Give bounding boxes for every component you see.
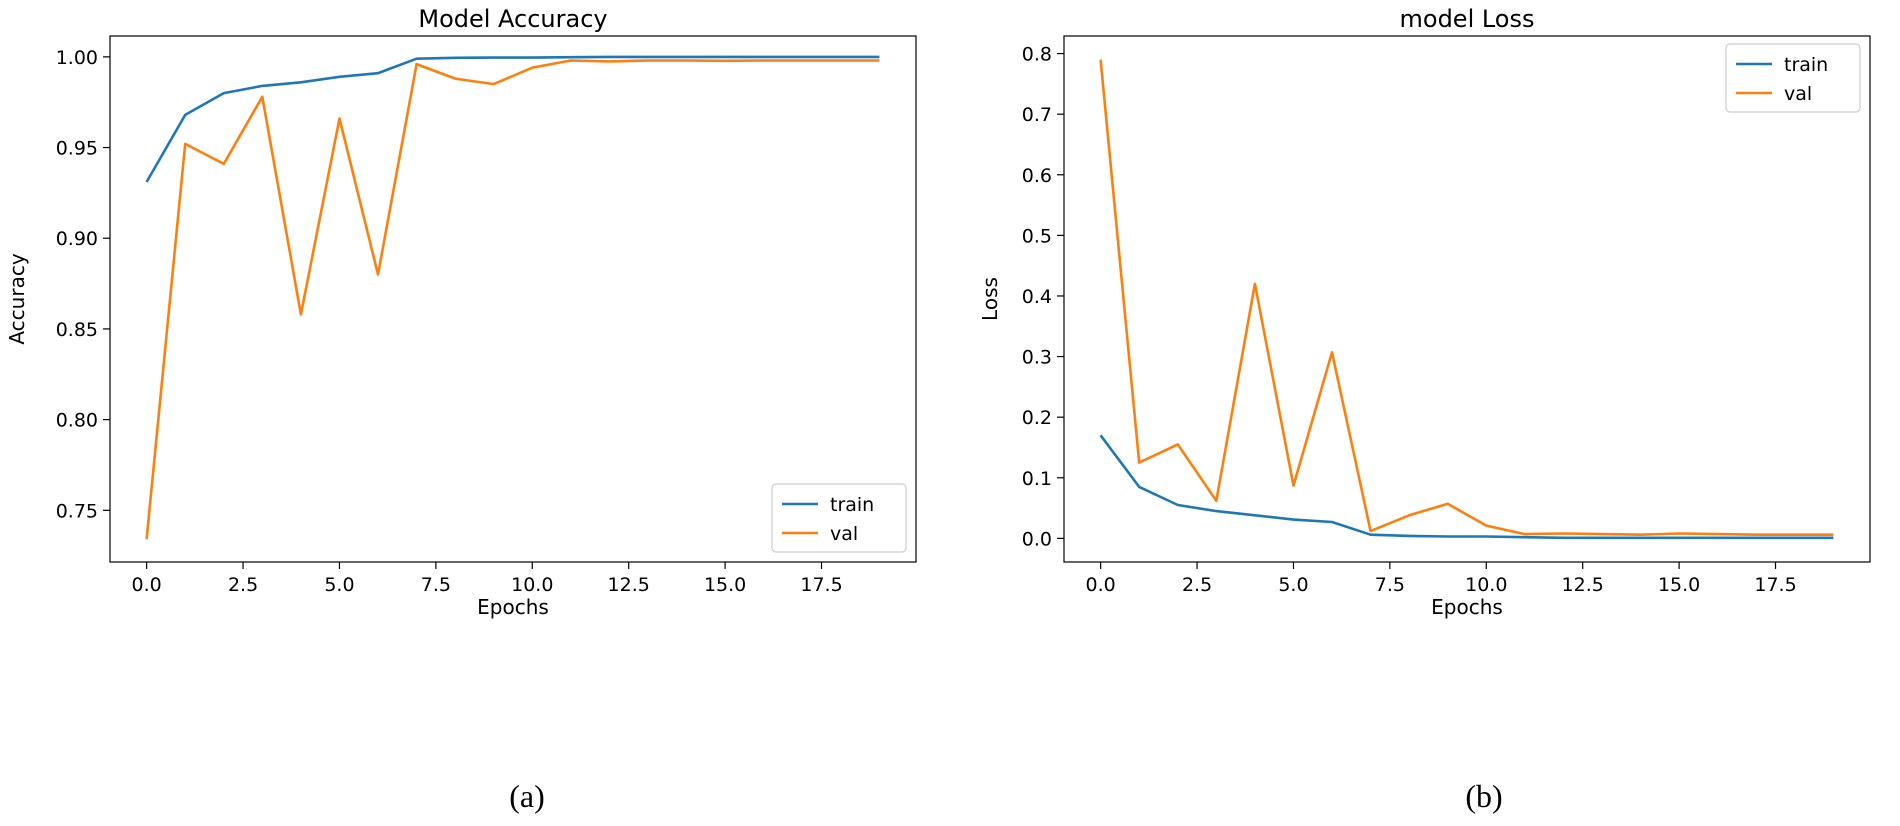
accuracy-x-tick-label: 5.0: [324, 574, 354, 596]
loss-x-tick-label: 7.5: [1375, 574, 1405, 596]
accuracy-legend: train val: [771, 483, 907, 553]
accuracy-y-tick-label: 0.95: [56, 138, 98, 160]
loss-legend: train val: [1725, 43, 1861, 113]
accuracy-x-tick-label: 7.5: [421, 574, 451, 596]
accuracy-y-tick-label: 0.90: [56, 228, 98, 250]
loss-legend-label-train: train: [1784, 54, 1828, 76]
loss-y-tick-label: 0.8: [1022, 44, 1052, 66]
loss-x-tick-label: 17.5: [1754, 574, 1796, 596]
loss-chart-title: model Loss: [1400, 5, 1535, 33]
accuracy-panel-label: (a): [509, 778, 545, 814]
loss-series-train-line: [1099, 434, 1834, 540]
accuracy-y-tick-label: 0.85: [56, 319, 98, 341]
loss-legend-box: [1725, 43, 1861, 113]
accuracy-series-lines: [145, 55, 880, 540]
accuracy-x-axis: 0.0 2.5 5.0 7.5 10.0 12.5 15.0 17.5: [132, 562, 843, 596]
loss-x-tick-label: 5.0: [1278, 574, 1308, 596]
accuracy-x-tick-label: 0.0: [132, 574, 162, 596]
loss-x-tick-label: 2.5: [1182, 574, 1212, 596]
accuracy-plot-area: [109, 35, 917, 563]
accuracy-x-tick-label: 15.0: [704, 574, 746, 596]
accuracy-legend-label-train: train: [830, 494, 874, 516]
loss-y-tick-label: 0.1: [1022, 468, 1052, 490]
loss-y-axis: 0.0 0.1 0.2 0.3 0.4 0.5 0.6 0.7 0.8: [1022, 44, 1064, 550]
accuracy-legend-box: [771, 483, 907, 553]
loss-x-tick-label: 0.0: [1086, 574, 1116, 596]
accuracy-x-tick-label: 2.5: [228, 574, 258, 596]
accuracy-legend-label-val: val: [830, 523, 858, 545]
accuracy-series-val-line: [145, 59, 880, 540]
accuracy-y-axis-label: Accuracy: [5, 253, 29, 344]
loss-panel-label: (b): [1465, 778, 1502, 814]
accuracy-y-axis: 0.75 0.80 0.85 0.90 0.95 1.00: [56, 47, 110, 522]
loss-x-tick-label: 15.0: [1658, 574, 1700, 596]
accuracy-chart-title: Model Accuracy: [418, 5, 607, 33]
loss-y-tick-label: 0.7: [1022, 104, 1052, 126]
loss-y-axis-label: Loss: [978, 277, 1002, 321]
accuracy-x-axis-label: Epochs: [477, 595, 549, 619]
accuracy-y-tick-label: 1.00: [56, 47, 98, 69]
accuracy-x-tick-label: 12.5: [608, 574, 650, 596]
accuracy-x-tick-label: 17.5: [800, 574, 842, 596]
loss-plot-area: [1063, 35, 1871, 563]
loss-chart: model Loss 0.0 2.5 5.0 7.5 10.0 12.5 15.0 17.5 …: [978, 5, 1871, 814]
loss-y-tick-label: 0.2: [1022, 407, 1052, 429]
loss-x-axis: 0.0 2.5 5.0 7.5 10.0 12.5 15.0 17.5: [1086, 562, 1797, 596]
loss-y-tick-label: 0.0: [1022, 528, 1052, 550]
loss-series-val-line: [1099, 59, 1834, 537]
loss-y-tick-label: 0.5: [1022, 225, 1052, 247]
accuracy-y-tick-label: 0.75: [56, 500, 98, 522]
loss-series-lines: [1099, 59, 1834, 540]
accuracy-x-tick-label: 10.0: [511, 574, 553, 596]
accuracy-chart: Model Accuracy 0.0 2.5 5.0 7.5 10.0 12.5 15.0 1…: [5, 5, 917, 814]
loss-y-tick-label: 0.6: [1022, 165, 1052, 187]
loss-y-tick-label: 0.3: [1022, 347, 1052, 369]
accuracy-series-train-line: [145, 55, 880, 183]
loss-x-tick-label: 10.0: [1465, 574, 1507, 596]
accuracy-y-tick-label: 0.80: [56, 410, 98, 432]
loss-x-axis-label: Epochs: [1431, 595, 1503, 619]
loss-y-tick-label: 0.4: [1022, 286, 1052, 308]
loss-legend-label-val: val: [1784, 83, 1812, 105]
loss-x-tick-label: 12.5: [1562, 574, 1604, 596]
